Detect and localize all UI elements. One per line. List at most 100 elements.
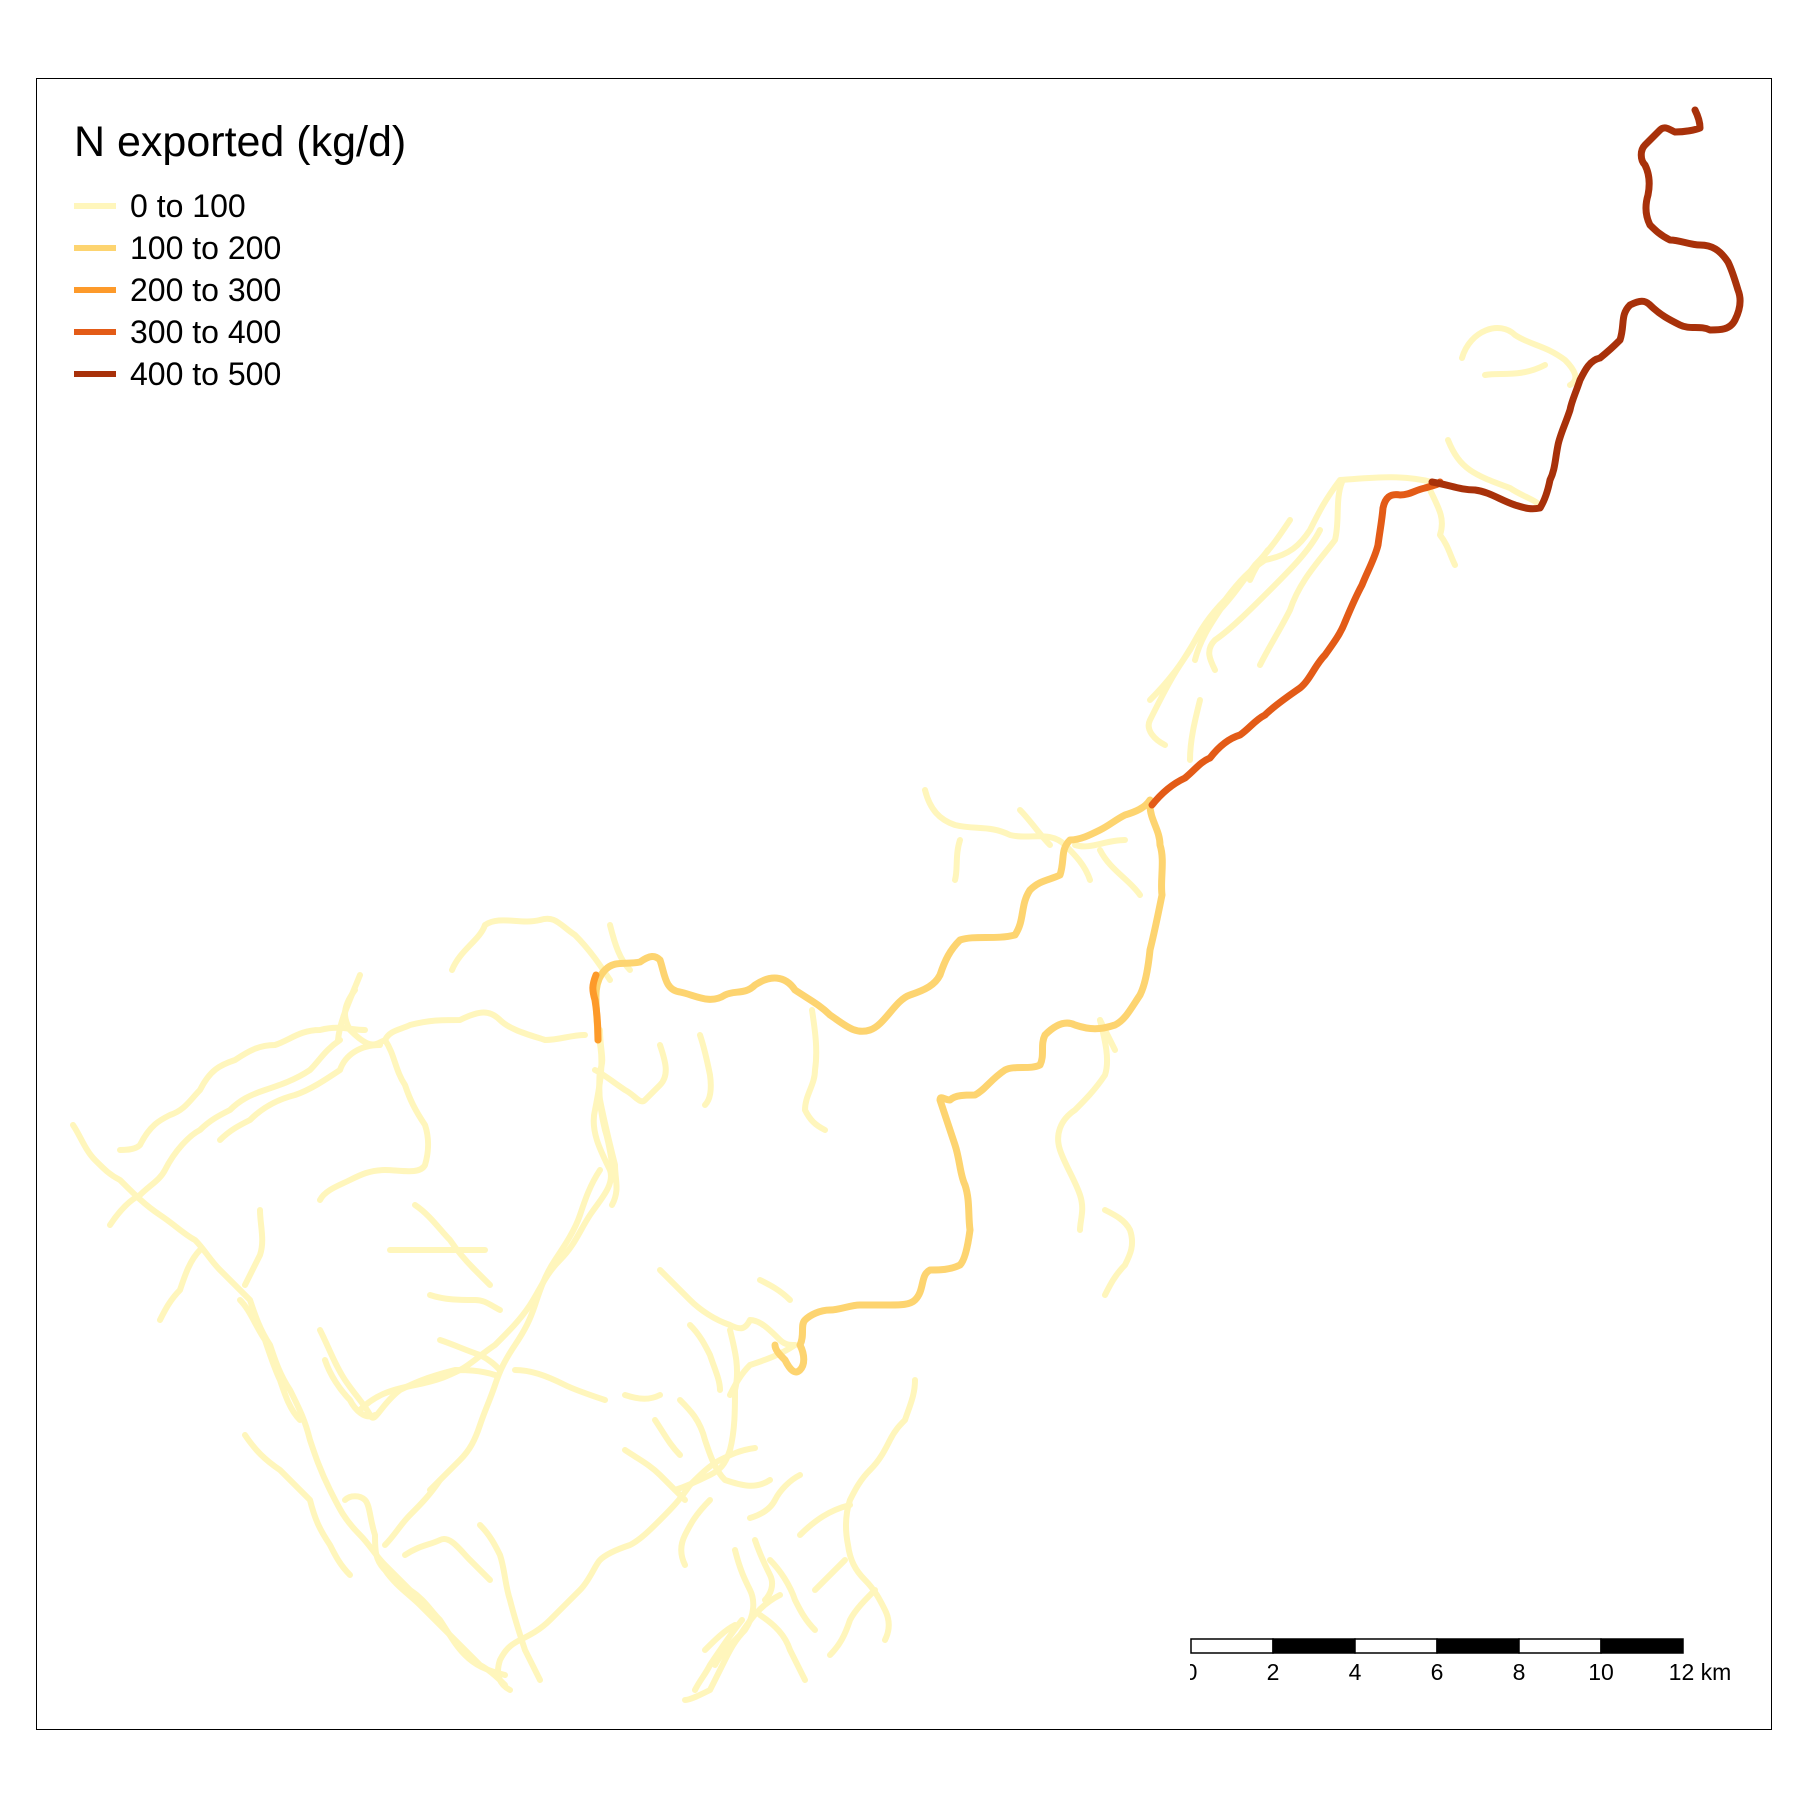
river-segment [107, 1037, 343, 1228]
river-segment [1445, 437, 1543, 508]
legend-item: 400 to 500 [74, 353, 406, 395]
river-segment [682, 1547, 757, 1703]
river-segment [771, 801, 1166, 1376]
river-segment [1247, 547, 1271, 583]
river-segment [1097, 1017, 1118, 1053]
legend-swatch [74, 371, 116, 377]
river-segment [1482, 362, 1548, 378]
river-segment [382, 1477, 443, 1548]
legend-swatch [74, 245, 116, 251]
river-segment [317, 1037, 431, 1203]
river-segment [449, 915, 613, 983]
river-segment [322, 1357, 378, 1420]
legend-swatch [74, 203, 116, 209]
scale-tick-label: 10 [1588, 1659, 1614, 1685]
river-segment [412, 1202, 493, 1288]
river-segment [712, 1592, 783, 1668]
river-segment [622, 1447, 688, 1503]
river-segment [1148, 478, 1444, 809]
legend-label: 200 to 300 [130, 271, 282, 308]
legend-item: 0 to 100 [74, 185, 406, 227]
river-segment [687, 1445, 758, 1488]
scale-bar-segment [1190, 1638, 1274, 1654]
river-segment [1097, 847, 1143, 898]
river-segment [427, 1167, 603, 1493]
river-segment [117, 1024, 368, 1153]
legend-item: 200 to 300 [74, 269, 406, 311]
river-segment [437, 1337, 503, 1373]
river-segment [237, 1297, 303, 1423]
scale-tick-label: 12 km [1669, 1659, 1732, 1685]
legend-label: 300 to 400 [130, 313, 282, 350]
river-segment [678, 1497, 713, 1568]
legend-title: N exported (kg/d) [74, 118, 407, 166]
scale-bar-segment [1436, 1638, 1520, 1654]
river-segment [427, 1292, 503, 1313]
river-segment [495, 1482, 693, 1693]
river-segment [335, 972, 363, 1043]
river-segment [622, 1392, 663, 1402]
legend-label: 400 to 500 [130, 355, 282, 392]
scale-bar-segment [1600, 1638, 1684, 1654]
river-segment [1427, 487, 1458, 568]
river-segment [797, 1502, 853, 1538]
river-segment [1017, 807, 1053, 848]
scale-tick-label: 2 [1267, 1659, 1280, 1685]
legend-swatch [74, 329, 116, 335]
river-segment [512, 1367, 608, 1403]
river-segment [217, 1042, 383, 1143]
river-segment [592, 796, 1154, 1044]
river-segment [672, 1327, 741, 1493]
scale-bar-segment [1518, 1638, 1602, 1654]
river-segment [827, 1587, 878, 1658]
river-segment [1459, 325, 1579, 388]
river-segment [342, 987, 588, 1048]
river-segment [607, 922, 633, 973]
river-segment [812, 1557, 848, 1593]
river-segment [952, 837, 963, 883]
river-segment [657, 1267, 798, 1348]
river-segment [842, 1467, 892, 1643]
legend-swatch [74, 287, 116, 293]
scale-tick-label: 6 [1431, 1659, 1444, 1685]
river-segment [767, 1557, 818, 1633]
scale-bar-segment [1272, 1638, 1356, 1654]
map-frame [36, 78, 1772, 1730]
river-segment [1192, 607, 1223, 663]
legend: N exported (kg/d) 0 to 100 100 to 200 20… [74, 118, 406, 395]
scale-tick-label: 0 [1190, 1659, 1197, 1685]
river-segment [477, 1522, 543, 1683]
river-segment [242, 1432, 353, 1578]
scale-tick-label: 4 [1349, 1659, 1362, 1685]
river-segment [697, 1032, 714, 1108]
river-segment [242, 1207, 266, 1288]
river-segment [596, 1027, 618, 1183]
river-segment [1428, 106, 1744, 513]
river-segment [1072, 837, 1128, 850]
river-segment [747, 1472, 803, 1521]
river-segment [592, 1042, 669, 1105]
river-segment [687, 1322, 723, 1393]
river-segment [157, 1247, 203, 1323]
river-segment [677, 1397, 773, 1489]
scale-bar: 0 2 4 6 8 10 12 km [1190, 1638, 1732, 1685]
river-segment [589, 971, 602, 1044]
river-segment [70, 1122, 508, 1678]
legend-item: 300 to 400 [74, 311, 406, 353]
legend-label: 100 to 200 [130, 229, 282, 266]
scale-bar-segment [1354, 1638, 1438, 1654]
river-segment [702, 1622, 738, 1653]
river-segment [802, 1007, 828, 1133]
river-segment [692, 1617, 745, 1693]
river-segment [342, 1493, 508, 1688]
river-segment [1206, 527, 1323, 673]
river-segment [652, 1417, 683, 1458]
river-segment [867, 1377, 918, 1473]
river-segment [1257, 479, 1345, 668]
river-segment [1102, 1207, 1136, 1298]
river-segment [757, 1277, 793, 1303]
legend-item: 100 to 200 [74, 227, 406, 269]
river-segment [757, 1612, 808, 1683]
river-segment [1055, 1017, 1111, 1233]
